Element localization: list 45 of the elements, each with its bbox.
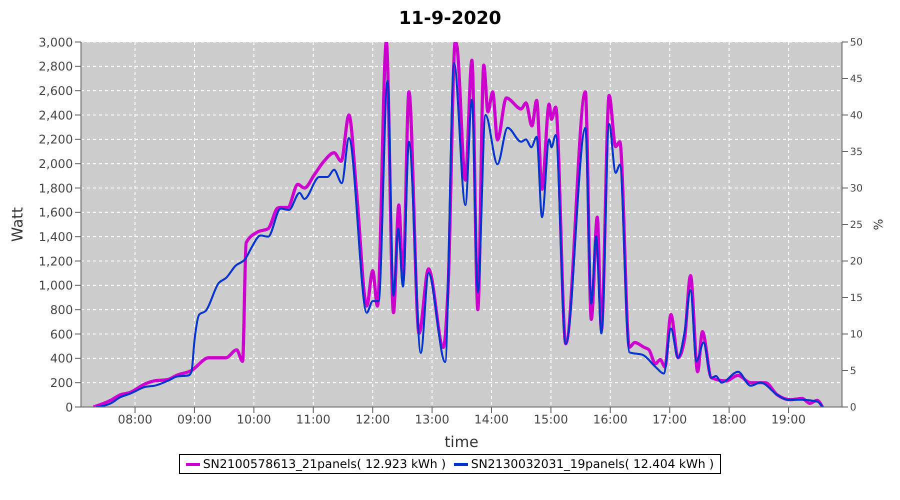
x-tick-label: 11:00 bbox=[296, 412, 331, 427]
y-tick-label: 1,600 bbox=[38, 206, 73, 220]
y2-tick-label: 15 bbox=[850, 293, 863, 304]
y2-tick-label: 10 bbox=[850, 330, 863, 341]
y-tick-label: 1,400 bbox=[38, 230, 73, 244]
x-tick-label: 17:00 bbox=[652, 412, 688, 427]
y-tick-label: 1,200 bbox=[38, 254, 73, 268]
x-axis-title: time bbox=[444, 433, 478, 451]
x-tick-label: 18:00 bbox=[712, 412, 746, 427]
legend-label: SN2130032031_19panels( 12.404 kWh ) bbox=[471, 457, 714, 471]
x-tick-label: 09:00 bbox=[177, 412, 212, 427]
y-tick-label: 2,400 bbox=[38, 108, 73, 122]
y2-tick-label: 5 bbox=[850, 366, 856, 378]
y-tick-label: 1,000 bbox=[38, 278, 73, 293]
y-tick-label: 800 bbox=[50, 302, 73, 317]
y-tick-label: 400 bbox=[50, 352, 73, 366]
y-axis-title: Watt bbox=[8, 206, 26, 242]
y2-tick-label: 50 bbox=[850, 38, 863, 49]
x-tick-label: 12:00 bbox=[355, 412, 390, 427]
y-tick-label: 0 bbox=[65, 400, 73, 414]
y2-tick-label: 25 bbox=[850, 220, 863, 232]
y-tick-label: 1,800 bbox=[38, 181, 73, 196]
x-tick-label: 19:00 bbox=[771, 412, 806, 427]
x-tick-label: 13:00 bbox=[414, 412, 450, 427]
y-tick-label: 600 bbox=[50, 327, 73, 342]
x-tick-label: 08:00 bbox=[118, 412, 152, 427]
x-tick-label: 10:00 bbox=[236, 412, 272, 427]
y2-tick-label: 40 bbox=[850, 110, 863, 122]
x-tick-label: 16:00 bbox=[593, 412, 628, 427]
y-tick-label: 2,800 bbox=[38, 60, 73, 74]
y-tick-label: 3,000 bbox=[38, 35, 73, 50]
x-tick-label: 14:00 bbox=[474, 412, 509, 427]
y2-axis-title: % bbox=[871, 218, 886, 230]
y2-tick-label: 45 bbox=[850, 74, 863, 86]
legend-label: SN2100578613_21panels( 12.923 kWh ) bbox=[203, 457, 446, 471]
y-tick-label: 200 bbox=[50, 376, 73, 390]
chart-title: 11-9-2020 bbox=[398, 8, 502, 31]
y-tick-label: 2,000 bbox=[38, 156, 73, 171]
y-tick-label: 2,600 bbox=[38, 84, 73, 98]
y2-tick-label: 0 bbox=[850, 402, 856, 414]
y2-tick-label: 35 bbox=[850, 147, 863, 158]
y2-tick-label: 20 bbox=[850, 256, 863, 268]
x-tick-label: 15:00 bbox=[534, 412, 568, 427]
y-tick-label: 2,200 bbox=[38, 132, 73, 147]
y2-tick-label: 30 bbox=[850, 184, 863, 195]
